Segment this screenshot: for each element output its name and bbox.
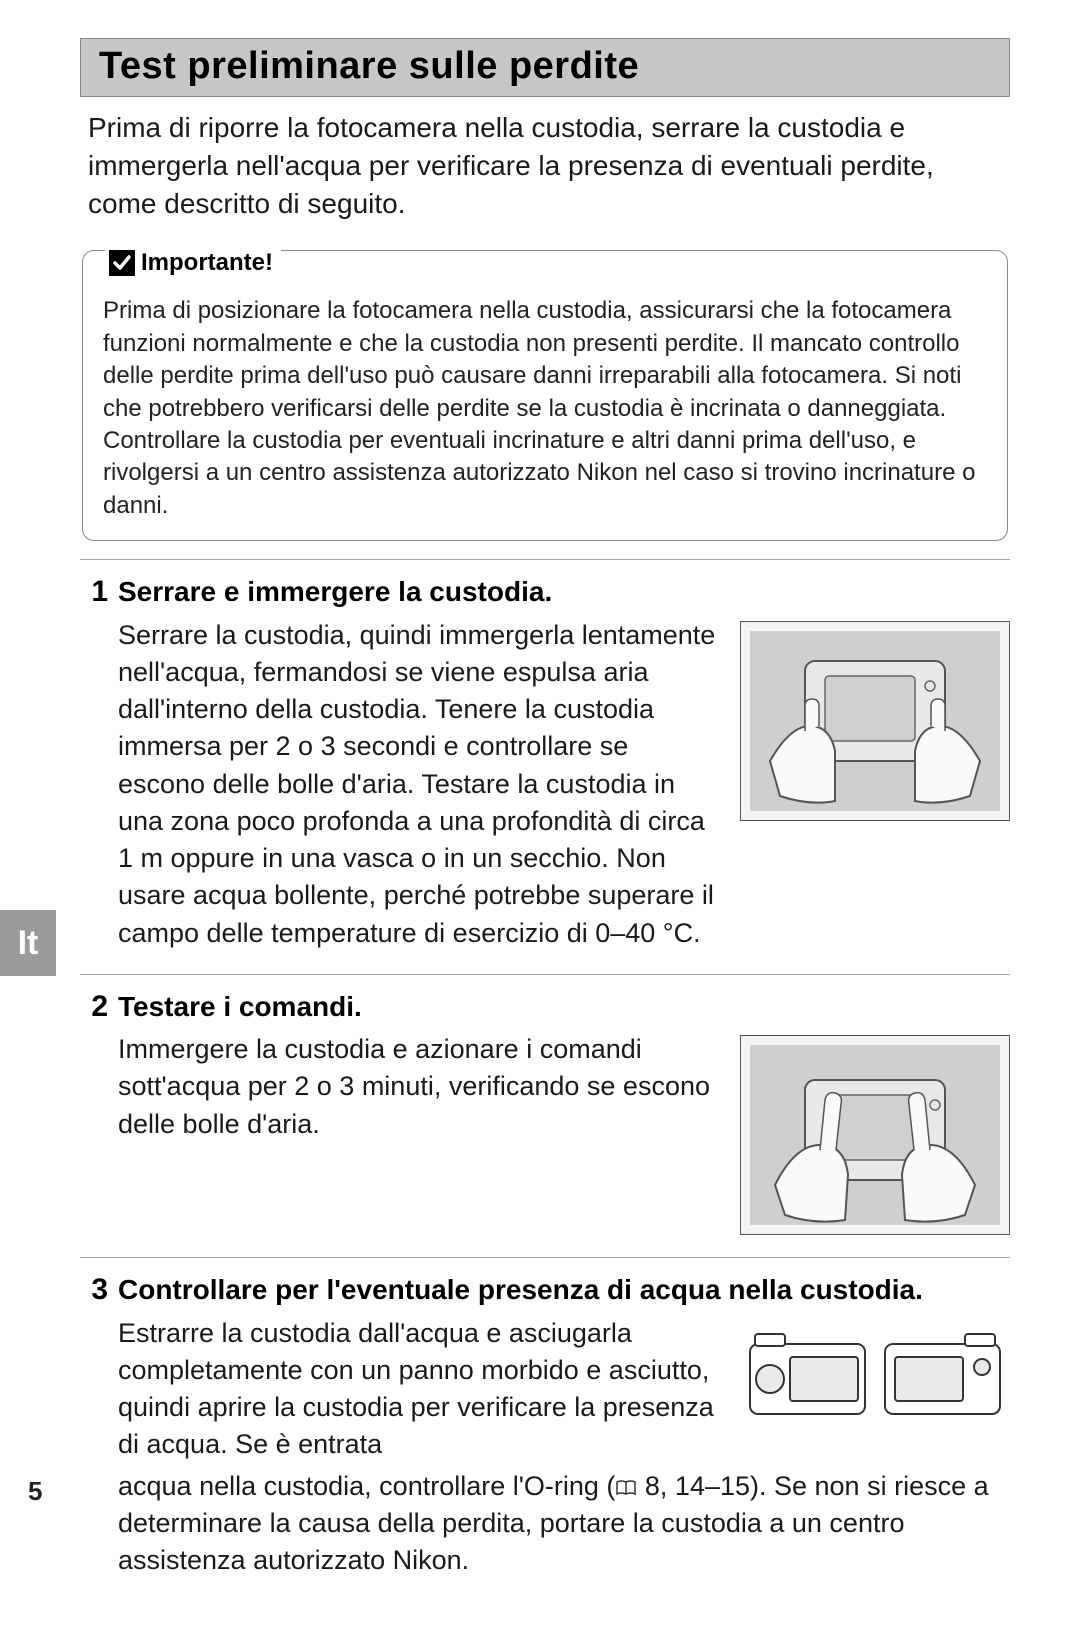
step-1-figure	[740, 621, 1010, 821]
step-1: 1 Serrare e immergere la custodia. Serra…	[80, 560, 1010, 975]
step-3: 3 Controllare per l'eventuale presenza d…	[80, 1258, 1010, 1601]
section-title: Test preliminare sulle perdite	[80, 38, 1010, 97]
callout-body: Prima di posizionare la fotocamera nella…	[103, 295, 987, 522]
callout-label-text: Importante!	[141, 249, 273, 277]
callout-label: Importante!	[105, 249, 281, 277]
step-body: Serrare la custodia, quindi immergerla l…	[118, 617, 720, 952]
step-2-figure	[740, 1035, 1010, 1235]
step-number: 2	[80, 989, 108, 1235]
book-icon	[615, 1470, 637, 1488]
step-number: 3	[80, 1272, 108, 1579]
step-title: Controllare per l'eventuale presenza di …	[118, 1272, 1010, 1308]
step-title: Testare i comandi.	[118, 989, 1010, 1025]
step-2: 2 Testare i comandi. Immergere la custod…	[80, 975, 1010, 1258]
step-number: 1	[80, 574, 108, 952]
steps-list: 1 Serrare e immergere la custodia. Serra…	[80, 559, 1010, 1601]
page-number: 5	[28, 1476, 42, 1507]
step-title: Serrare e immergere la custodia.	[118, 574, 1010, 610]
important-callout: Importante! Prima di posizionare la foto…	[82, 250, 1008, 541]
intro-paragraph: Prima di riporre la fotocamera nella cus…	[80, 109, 1010, 222]
step-body: Immergere la custodia e azionare i coman…	[118, 1031, 720, 1235]
checkmark-icon	[109, 250, 135, 276]
step-body: Estrarre la custodia dall'acqua e asciug…	[118, 1315, 720, 1464]
step-3-figure	[740, 1319, 1010, 1429]
page-content: Test preliminare sulle perdite Prima di …	[0, 0, 1080, 1641]
step-body-continued: acqua nella custodia, controllare l'O-ri…	[118, 1468, 1010, 1580]
